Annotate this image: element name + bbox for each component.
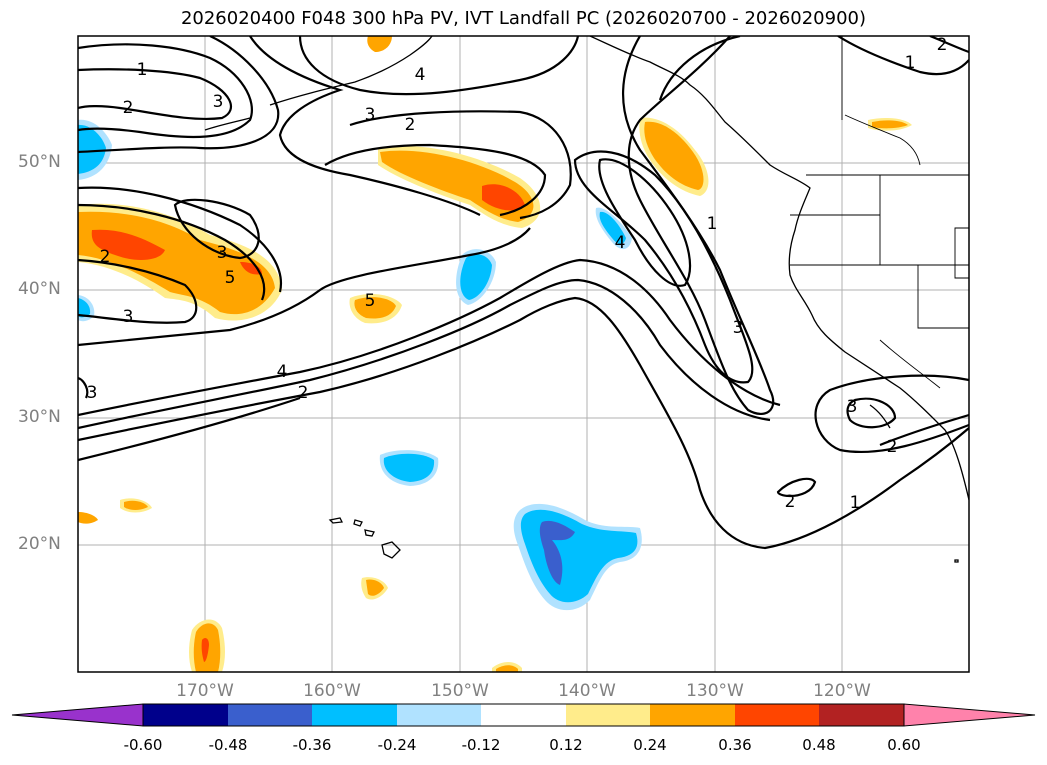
colorbar-tick-label: -0.12: [461, 736, 501, 754]
contour-label: 1: [707, 214, 718, 234]
colorbar-tick-label: 0.12: [549, 736, 583, 754]
colorbar-extend-low: [11, 703, 144, 727]
lon-label: 160°W: [303, 681, 361, 701]
contour-label: 1: [905, 53, 916, 73]
colorbar-tick-label: 0.60: [887, 736, 921, 754]
contour-label: 2: [785, 492, 796, 512]
political-borders: [790, 36, 969, 389]
contour-label: 2: [887, 437, 898, 457]
contour-label: 3: [213, 92, 224, 112]
contour-label: 3: [217, 243, 228, 263]
contour-label: 5: [365, 291, 376, 311]
colorbar-extend-high: [903, 703, 1036, 727]
contour-label: 3: [365, 105, 376, 125]
lat-label: 40°N: [18, 279, 61, 299]
lon-label: 140°W: [558, 681, 616, 701]
contour-label: 3: [123, 307, 134, 327]
pv-contours: [78, 36, 969, 550]
colorbar-segment: [650, 704, 735, 726]
colorbar-segment: [143, 704, 228, 726]
contour-label: 2: [937, 35, 948, 55]
contour-label: 4: [415, 65, 426, 85]
colorbar-tick-label: 0.36: [718, 736, 752, 754]
colorbar-tick-label: -0.24: [377, 736, 417, 754]
islands: [328, 517, 959, 563]
lat-label: 30°N: [18, 407, 61, 427]
colorbar-segment: [397, 704, 481, 726]
contour-label: 1: [137, 60, 148, 80]
colorbar-tick-label: -0.36: [292, 736, 332, 754]
contour-label: 1: [850, 493, 861, 513]
lon-label: 120°W: [813, 681, 871, 701]
colorbar-segment: [228, 704, 312, 726]
contour-label: 4: [615, 233, 626, 253]
coastlines: [204, 36, 969, 501]
lat-label: 50°N: [18, 152, 61, 172]
map-title: 2026020400 F048 300 hPa PV, IVT Landfall…: [180, 8, 867, 29]
contour-label: 3: [733, 318, 744, 338]
contour-label: 3: [87, 383, 98, 403]
contour-label: 5: [225, 268, 236, 288]
lat-label: 20°N: [18, 534, 61, 554]
contour-labels: 1 2 3 3 2 4 1 2 2 3 5 5 4 3 3 4 2 3 1 3: [87, 35, 948, 513]
map-frame-bg: [78, 36, 969, 672]
colorbar-segment: [819, 704, 904, 726]
colorbar: [11, 703, 1036, 727]
colorbar-tick-label: -0.48: [208, 736, 248, 754]
colorbar-segment: [566, 704, 650, 726]
contour-label: 2: [100, 247, 111, 267]
contour-label: 2: [405, 115, 416, 135]
contour-label: 4: [277, 362, 288, 382]
colorbar-segment: [312, 704, 397, 726]
colorbar-tick-label: 0.24: [633, 736, 667, 754]
lon-label: 170°W: [176, 681, 234, 701]
colorbar-tick-label: 0.48: [802, 736, 836, 754]
colorbar-segment: [735, 704, 819, 726]
positive-anomaly-shading: [78, 36, 912, 672]
contour-label: 2: [123, 98, 134, 118]
colorbar-outline: [142, 703, 905, 727]
colorbar-segment: [481, 704, 566, 726]
map-frame: [77, 35, 970, 673]
contour-label: 2: [298, 383, 309, 403]
lon-label: 130°W: [686, 681, 744, 701]
colorbar-tick-label: -0.60: [123, 736, 163, 754]
lon-label: 150°W: [431, 681, 489, 701]
contour-label: 3: [847, 397, 858, 417]
